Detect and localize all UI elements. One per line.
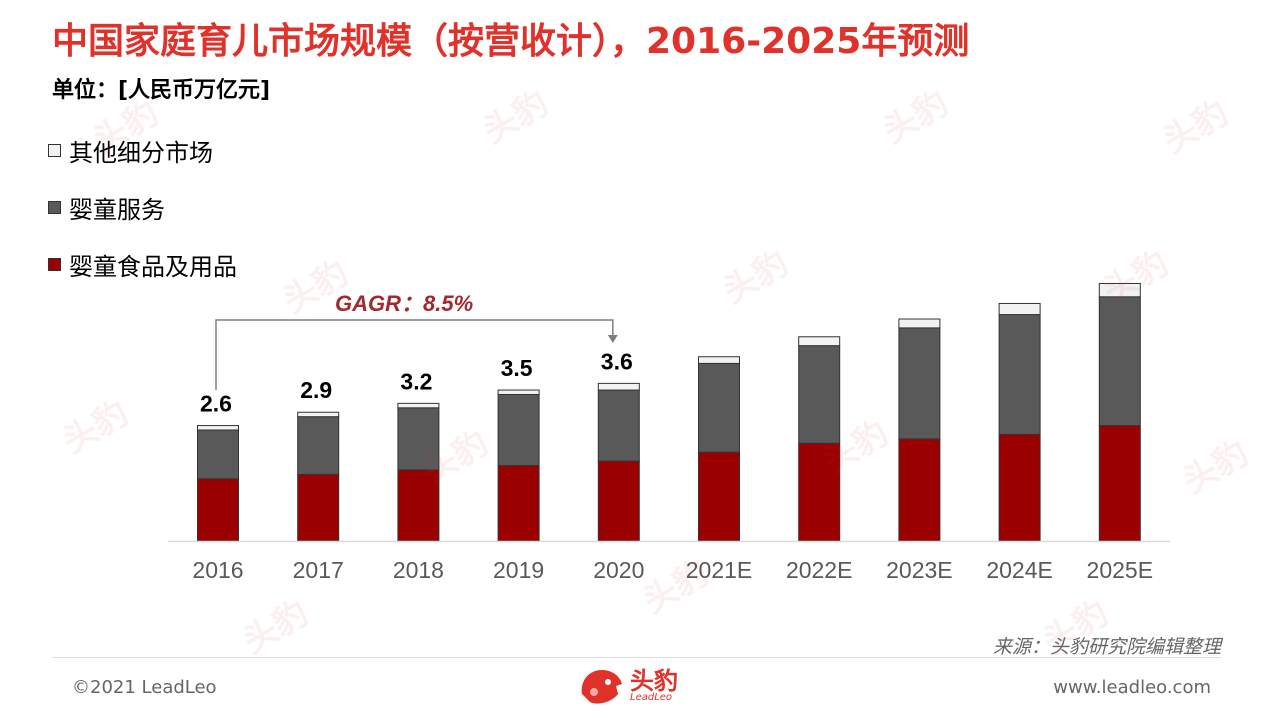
bar-segment-service bbox=[397, 407, 440, 471]
legend-label-food: 婴童食品及用品 bbox=[69, 252, 237, 281]
data-label-total: 3.5 bbox=[501, 355, 533, 381]
bar-segment-other bbox=[698, 356, 740, 364]
gagr-bracket bbox=[215, 319, 614, 390]
legend-item-food: 婴童食品及用品 bbox=[48, 250, 237, 281]
page-title: 中国家庭育儿市场规模（按营收计），2016-2025年预测 bbox=[52, 21, 970, 62]
bar-segment-food bbox=[597, 460, 640, 542]
bar-segment-food bbox=[698, 451, 740, 542]
bar-segment-service bbox=[698, 362, 740, 453]
website-url: www.leadleo.com bbox=[1053, 677, 1211, 698]
legend-swatch-food bbox=[48, 257, 61, 271]
bar-segment-food bbox=[497, 465, 540, 542]
bar-segment-service bbox=[497, 393, 540, 467]
bar-segment-other bbox=[397, 402, 440, 409]
bar-segment-other bbox=[898, 318, 941, 329]
bar-segment-other bbox=[998, 302, 1041, 316]
bar-segment-service bbox=[1098, 296, 1141, 427]
bar-segment-other bbox=[197, 425, 239, 431]
legend-item-service: 婴童服务 bbox=[48, 193, 237, 224]
data-label-total: 2.9 bbox=[300, 377, 332, 403]
bar-segment-service bbox=[597, 389, 640, 462]
bar-segment-service bbox=[898, 327, 941, 440]
bar-segment-food bbox=[998, 433, 1041, 542]
legend-item-other: 其他细分市场 bbox=[48, 136, 237, 167]
gagr-arrowhead bbox=[607, 335, 618, 343]
logo-sub-text: LeadLeo bbox=[630, 692, 673, 703]
chart-legend: 其他细分市场 婴童服务 婴童食品及用品 bbox=[48, 136, 237, 307]
leopard-icon bbox=[581, 670, 622, 704]
copyright-text: ©2021 LeadLeo bbox=[72, 677, 217, 698]
bar-segment-other bbox=[798, 336, 841, 347]
x-tick-label: 2018 bbox=[393, 557, 444, 583]
x-tick-label: 2019 bbox=[493, 557, 544, 583]
bar-segment-food bbox=[798, 442, 841, 542]
x-tick-label: 2016 bbox=[192, 557, 243, 583]
bar-segment-other bbox=[297, 411, 340, 418]
bar-segment-food bbox=[898, 438, 941, 542]
unit-label: 单位：[人民币万亿元] bbox=[52, 78, 271, 103]
x-tick-label: 2025E bbox=[1087, 557, 1154, 583]
bar-segment-service bbox=[998, 314, 1041, 435]
bar-segment-service bbox=[297, 416, 340, 475]
bar-segment-food bbox=[297, 473, 340, 542]
x-tick-label: 2017 bbox=[293, 557, 344, 583]
bar-segment-other bbox=[597, 382, 640, 391]
bar-segment-food bbox=[397, 469, 440, 542]
x-tick-label: 2024E bbox=[986, 557, 1053, 583]
legend-swatch-service bbox=[48, 200, 61, 214]
bar-segment-other bbox=[497, 389, 540, 395]
x-tick-label: 2023E bbox=[886, 557, 953, 583]
x-tick-label: 2022E bbox=[786, 557, 853, 583]
gagr-label: GAGR：8.5% bbox=[335, 291, 473, 316]
bar-segment-food bbox=[197, 478, 239, 542]
bar-segment-service bbox=[798, 345, 841, 444]
data-label-total: 3.2 bbox=[400, 368, 432, 394]
data-label-total: 3.6 bbox=[601, 348, 633, 374]
data-label-total: 2.6 bbox=[200, 391, 232, 417]
bar-segment-other bbox=[1098, 282, 1141, 298]
source-note: 来源：头豹研究院编辑整理 bbox=[992, 636, 1221, 658]
footer-divider bbox=[52, 657, 1221, 658]
bar-segment-service bbox=[197, 429, 239, 480]
x-tick-label: 2021E bbox=[686, 557, 753, 583]
logo-main-text: 头豹 bbox=[630, 667, 678, 695]
legend-swatch-other bbox=[48, 143, 61, 157]
x-tick-label: 2020 bbox=[593, 557, 644, 583]
legend-label-other: 其他细分市场 bbox=[69, 138, 213, 167]
bar-segment-food bbox=[1098, 425, 1141, 542]
legend-label-service: 婴童服务 bbox=[69, 195, 165, 224]
leadleo-logo: 头豹 LeadLeo bbox=[578, 664, 678, 708]
